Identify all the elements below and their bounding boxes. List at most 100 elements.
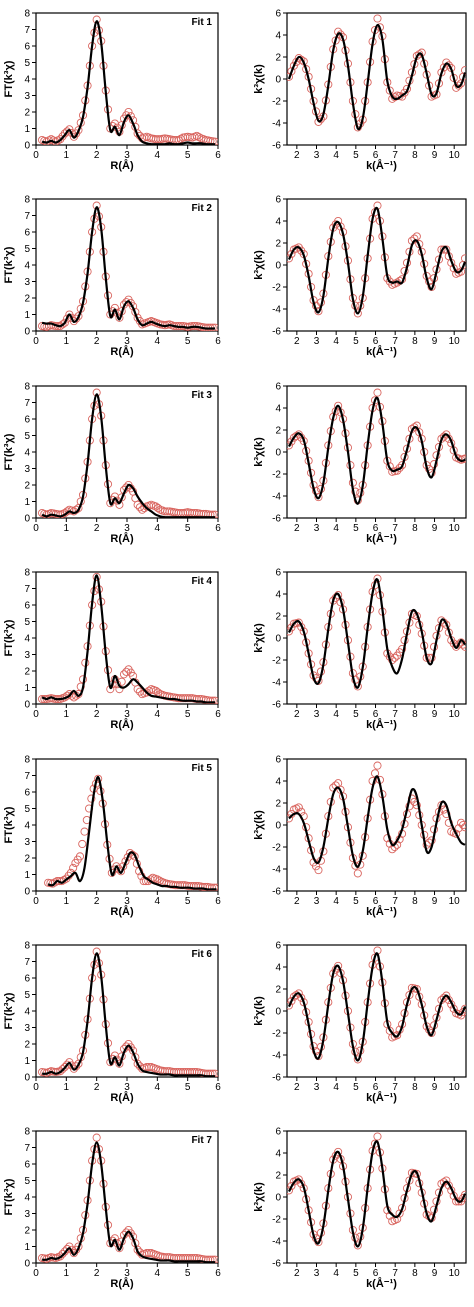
data-point bbox=[69, 1064, 78, 1073]
y-tick-label: -6 bbox=[272, 141, 281, 152]
data-point bbox=[58, 1249, 67, 1258]
data-point bbox=[294, 803, 303, 812]
x-tick-label: 7 bbox=[392, 1268, 398, 1279]
x-tick-label: 5 bbox=[353, 336, 359, 347]
data-point bbox=[351, 487, 360, 496]
y-tick-label: 6 bbox=[24, 1160, 30, 1171]
data-point bbox=[373, 1132, 382, 1141]
plot-frame bbox=[35, 1130, 219, 1264]
y-tick-label: 5 bbox=[24, 1176, 30, 1187]
x-tick-label: 0 bbox=[33, 150, 39, 161]
data-point bbox=[78, 839, 87, 849]
data-point bbox=[210, 883, 218, 891]
fit-title: Fit 7 bbox=[191, 1135, 212, 1146]
y-tick-label: 3 bbox=[24, 464, 30, 475]
x-axis-title: k(Å⁻¹) bbox=[366, 718, 397, 731]
y-tick-label: 4 bbox=[275, 1149, 281, 1160]
y-tick-label: 5 bbox=[24, 244, 30, 255]
x-tick-label: 3 bbox=[314, 523, 320, 534]
y-tick-label: 7 bbox=[24, 25, 30, 36]
x-tick-label: 3 bbox=[314, 150, 320, 161]
x-tick-label: 4 bbox=[333, 709, 339, 720]
data-point bbox=[56, 1067, 65, 1076]
y-tick-label: 4 bbox=[24, 1193, 30, 1204]
y-tick-label: 0 bbox=[275, 75, 281, 86]
data-point bbox=[208, 1069, 217, 1077]
x-axis-title: R(Å) bbox=[110, 1091, 134, 1104]
y-tick-label: 8 bbox=[24, 1127, 30, 1138]
x-tick-label: 9 bbox=[432, 523, 438, 534]
data-point bbox=[122, 483, 131, 492]
y-tick-label: 4 bbox=[24, 75, 30, 86]
data-point bbox=[206, 1069, 215, 1077]
y-tick-label: 4 bbox=[275, 31, 281, 42]
plot-area bbox=[287, 201, 466, 318]
data-point bbox=[353, 1241, 362, 1250]
x-tick-label: 2 bbox=[294, 896, 300, 907]
data-point bbox=[287, 1181, 296, 1191]
y-tick-label: -4 bbox=[272, 119, 281, 130]
data-point bbox=[110, 303, 119, 312]
y-tick-label: -2 bbox=[272, 283, 281, 294]
y-tick-label: 3 bbox=[24, 650, 30, 661]
data-point bbox=[395, 1209, 404, 1218]
y-tick-label: 7 bbox=[24, 957, 30, 968]
y-tick-label: -6 bbox=[272, 887, 281, 898]
data-point bbox=[459, 820, 466, 830]
y-tick-label: -2 bbox=[272, 843, 281, 854]
data-point bbox=[53, 136, 63, 145]
fit-series-line bbox=[288, 952, 466, 1062]
y-tick-label: 5 bbox=[24, 58, 30, 69]
data-point bbox=[56, 1252, 65, 1261]
y-tick-label: 5 bbox=[24, 990, 30, 1001]
plot-area bbox=[38, 388, 218, 518]
x-axis-title: k(Å⁻¹) bbox=[366, 532, 397, 545]
y-tick-label: 6 bbox=[24, 601, 30, 612]
data-point bbox=[63, 314, 72, 323]
plot-area bbox=[287, 574, 466, 691]
y-tick-label: 0 bbox=[24, 1073, 30, 1084]
data-point bbox=[459, 1194, 466, 1203]
x-tick-label: 0 bbox=[33, 336, 39, 347]
y-tick-label: 7 bbox=[24, 1143, 30, 1154]
r-space-panel-4: 0 1 2 3 4 5 6 0 1 2 3 4 5 6 7 8 R(Å) FT(k³χ) Fit 4 bbox=[3, 568, 221, 732]
plot-frame bbox=[35, 944, 219, 1078]
y-tick-label: -6 bbox=[272, 1073, 281, 1084]
data-point bbox=[62, 874, 71, 883]
x-tick-label: 0 bbox=[33, 1268, 39, 1279]
y-tick-label: -4 bbox=[272, 678, 281, 689]
y-tick-label: 2 bbox=[275, 53, 281, 64]
x-tick-label: 5 bbox=[185, 709, 191, 720]
data-point bbox=[390, 653, 399, 662]
y-axis-title: k³χ(k) bbox=[253, 1182, 265, 1212]
x-tick-label: 5 bbox=[353, 709, 359, 720]
data-point bbox=[398, 461, 407, 470]
r-space-panel-6: 0 1 2 3 4 5 6 0 1 2 3 4 5 6 7 8 R(Å) FT(k³χ) Fit 6 bbox=[3, 941, 221, 1105]
x-tick-label: 8 bbox=[412, 523, 418, 534]
x-tick-label: 6 bbox=[373, 1082, 379, 1093]
x-tick-label: 10 bbox=[449, 1082, 461, 1093]
plot-area bbox=[38, 572, 218, 704]
y-tick-label: 6 bbox=[275, 9, 281, 20]
x-tick-label: 2 bbox=[94, 1082, 100, 1093]
plot-area bbox=[287, 761, 466, 878]
x-tick-label: 8 bbox=[412, 336, 418, 347]
data-point bbox=[385, 86, 394, 95]
experimental-series bbox=[38, 1133, 218, 1263]
y-tick-label: 3 bbox=[24, 1209, 30, 1220]
y-tick-label: -2 bbox=[272, 656, 281, 667]
plot-frame bbox=[35, 12, 219, 146]
x-axis-title: R(Å) bbox=[110, 905, 134, 918]
experimental-series bbox=[44, 774, 218, 891]
x-tick-label: 4 bbox=[155, 709, 161, 720]
x-tick-label: 6 bbox=[373, 1268, 379, 1279]
y-tick-label: 4 bbox=[275, 590, 281, 601]
data-point bbox=[412, 1169, 421, 1178]
y-tick-label: 7 bbox=[24, 584, 30, 595]
data-point bbox=[76, 682, 85, 691]
fit-series-line bbox=[41, 206, 215, 330]
data-point bbox=[287, 72, 294, 81]
data-point bbox=[80, 827, 89, 836]
x-tick-label: 2 bbox=[94, 523, 100, 534]
